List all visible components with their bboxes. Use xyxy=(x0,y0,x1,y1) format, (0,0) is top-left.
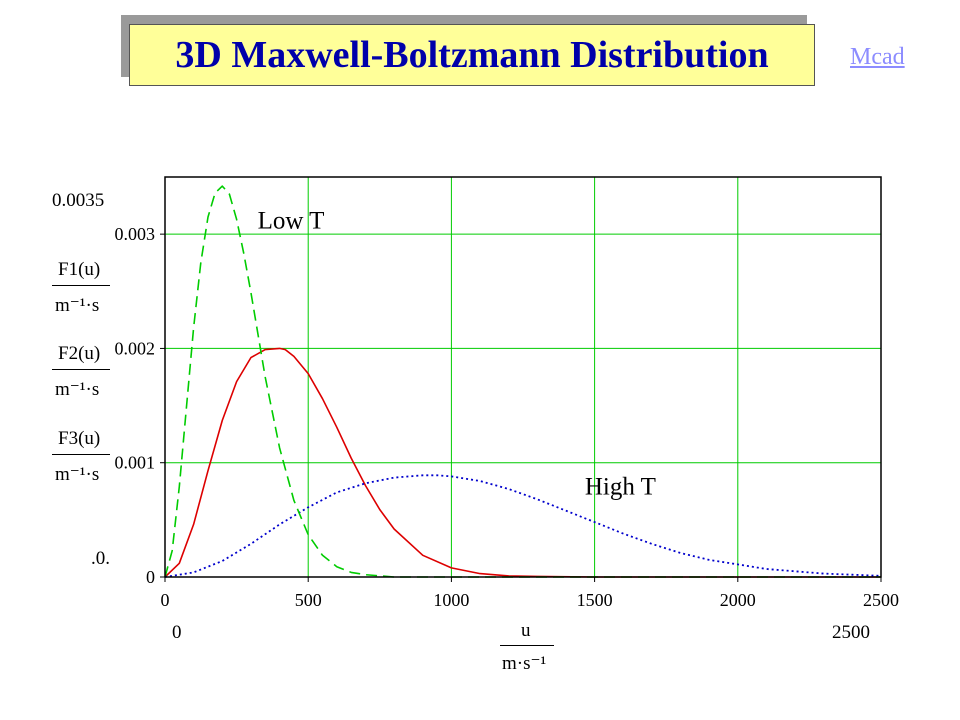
x-tick-label-1000: 1000 xyxy=(433,590,469,610)
y-range-max-label: 0.0035 xyxy=(52,190,105,211)
series-layer xyxy=(164,185,882,578)
x-tick-label-1500: 1500 xyxy=(577,590,613,610)
plot-frame xyxy=(164,176,882,578)
mcad-link[interactable]: Mcad xyxy=(850,44,905,70)
series-F2-line xyxy=(164,474,882,578)
x-tick-label-2000: 2000 xyxy=(720,590,756,610)
y-range-min-label: .0. xyxy=(91,548,110,569)
y-label-f2-numerator: F2(u) xyxy=(58,343,101,364)
title-box: 3D Maxwell-Boltzmann Distribution xyxy=(129,24,815,86)
y-tick-label-0: 0 xyxy=(146,567,155,587)
y-tick-label-0.003: 0.003 xyxy=(115,224,156,244)
y-label-f1-denominator: m⁻¹·s xyxy=(55,295,100,316)
x-tick-label-2500: 2500 xyxy=(863,590,899,610)
x-tick-label-500: 500 xyxy=(295,590,322,610)
series-F3-line xyxy=(164,185,881,578)
y-label-f3-numerator: F3(u) xyxy=(58,428,101,449)
y-tick-label-0.002: 0.002 xyxy=(115,338,156,358)
y-label-f1-numerator: F1(u) xyxy=(58,259,101,280)
page-title: 3D Maxwell-Boltzmann Distribution xyxy=(175,34,769,76)
x-label-denominator: m·s⁻¹ xyxy=(502,653,547,674)
x-label-numerator: u xyxy=(521,620,531,641)
grid xyxy=(165,177,881,577)
annotation-layer: Low T High T xyxy=(258,207,656,500)
x-label-fraction-bar xyxy=(500,645,554,646)
x-range-min-label: 0 xyxy=(172,622,182,643)
annotation-0: Low T xyxy=(258,207,325,234)
y-range-min-value: 0 xyxy=(95,548,106,569)
y-label-f2-denominator: m⁻¹·s xyxy=(55,379,100,400)
y-label-f3-fraction-bar xyxy=(52,454,110,455)
tick-layer: 0 500 1000 1500 2000 2500 0 0.001 0.002 0.003 xyxy=(115,224,900,610)
annotation-1: High T xyxy=(585,474,656,501)
x-tick-label-0: 0 xyxy=(161,590,170,610)
y-tick-label-0.001: 0.001 xyxy=(115,453,156,473)
series-F1-line xyxy=(164,347,881,578)
y-label-f3-denominator: m⁻¹·s xyxy=(55,464,100,485)
y-label-f1-fraction-bar xyxy=(52,285,110,286)
x-range-max-label: 2500 xyxy=(832,622,870,643)
y-label-f2-fraction-bar xyxy=(52,369,110,370)
